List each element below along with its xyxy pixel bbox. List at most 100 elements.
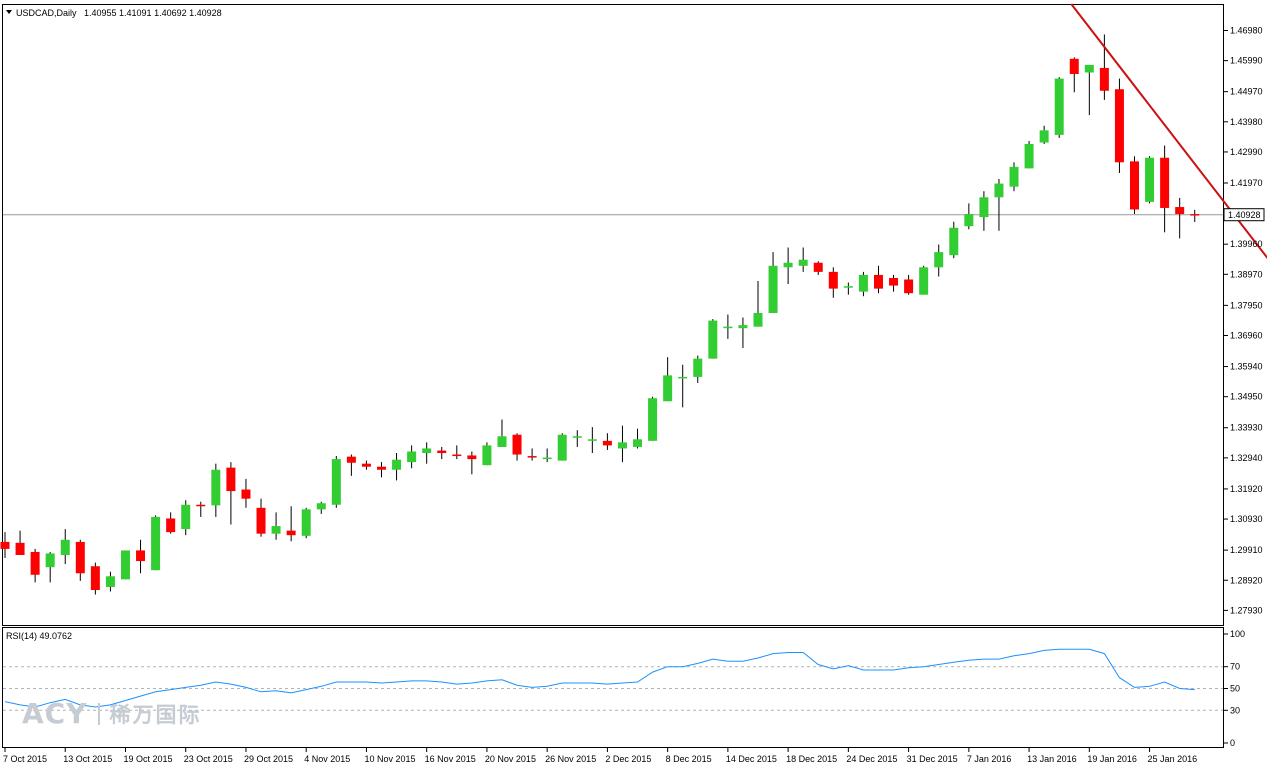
candle xyxy=(271,512,281,540)
candle xyxy=(90,562,100,595)
candle-body xyxy=(226,467,236,492)
candle-body xyxy=(1190,214,1200,216)
candle-body xyxy=(196,504,206,507)
price-tick-label: 1.31920 xyxy=(1230,484,1263,494)
candle-body xyxy=(617,442,627,449)
candle xyxy=(0,532,10,559)
candle xyxy=(934,244,944,277)
time-tick-label: 23 Oct 2015 xyxy=(184,754,233,764)
candle-body xyxy=(30,551,40,575)
candle-body xyxy=(813,262,823,272)
price-tick-label: 1.44970 xyxy=(1230,87,1263,97)
candle xyxy=(693,355,703,383)
price-tick-label: 1.27930 xyxy=(1230,605,1263,615)
candle-body xyxy=(467,455,477,460)
ohlc-readout: 1.40955 1.41091 1.40692 1.40928 xyxy=(84,8,222,18)
candle xyxy=(497,419,507,447)
time-tick-label: 8 Dec 2015 xyxy=(666,754,712,764)
rsi-panel-frame xyxy=(2,627,1224,748)
candle-body xyxy=(482,445,492,466)
candle-body xyxy=(572,436,582,438)
candle xyxy=(60,529,70,565)
candle-body xyxy=(120,550,130,580)
candle xyxy=(587,427,597,454)
candle xyxy=(527,448,537,461)
candle xyxy=(467,451,477,475)
candle xyxy=(994,179,1004,231)
candle xyxy=(678,364,688,408)
candle xyxy=(30,548,40,583)
candle xyxy=(768,252,778,313)
candle-body xyxy=(437,450,447,454)
candle xyxy=(361,460,371,470)
candle xyxy=(873,265,883,294)
candle xyxy=(1114,78,1124,173)
time-tick-label: 13 Jan 2016 xyxy=(1027,754,1077,764)
candle xyxy=(1084,64,1094,116)
time-tick-label: 13 Oct 2015 xyxy=(63,754,112,764)
time-tick-label: 25 Jan 2016 xyxy=(1148,754,1198,764)
candle xyxy=(1024,140,1034,169)
candle-body xyxy=(422,448,432,454)
candle xyxy=(1054,77,1064,138)
candle-body xyxy=(90,566,100,590)
candle xyxy=(331,456,341,508)
trend-line xyxy=(1070,3,1267,260)
time-tick-label: 10 Nov 2015 xyxy=(364,754,415,764)
candle xyxy=(617,425,627,463)
candle-body xyxy=(181,504,191,530)
rsi-tick-label: 30 xyxy=(1230,705,1240,715)
candle-body xyxy=(1099,67,1109,91)
candle-body xyxy=(678,376,688,379)
candle xyxy=(828,267,838,298)
candle xyxy=(45,551,55,583)
price-tick-label: 1.34950 xyxy=(1230,392,1263,402)
candle xyxy=(663,357,673,402)
candle-body xyxy=(60,539,70,555)
candle-body xyxy=(1160,157,1170,208)
triangle-down-icon[interactable] xyxy=(6,10,12,14)
candle-body xyxy=(753,312,763,327)
candle xyxy=(166,512,176,534)
price-tick-label: 1.30930 xyxy=(1230,514,1263,524)
candle-body xyxy=(1054,78,1064,135)
candle xyxy=(15,530,25,555)
candle-body xyxy=(1009,166,1019,187)
main-panel-frame xyxy=(2,4,1224,626)
candle-body xyxy=(75,541,85,574)
candle xyxy=(512,433,522,461)
candle xyxy=(708,319,718,359)
price-tick-label: 1.35940 xyxy=(1230,362,1263,372)
candle-body xyxy=(693,358,703,377)
candle xyxy=(843,282,853,295)
candle-body xyxy=(723,326,733,329)
price-tick-label: 1.43980 xyxy=(1230,117,1263,127)
candle-body xyxy=(512,434,522,455)
price-tick-label: 1.41970 xyxy=(1230,178,1263,188)
candle xyxy=(753,281,763,327)
candle xyxy=(151,515,161,571)
chart-symbol-label: USDCAD,Daily xyxy=(16,8,77,18)
candle-body xyxy=(949,227,959,256)
candle xyxy=(316,501,326,514)
candle xyxy=(136,539,146,574)
candle-body xyxy=(1145,157,1155,202)
candle xyxy=(904,274,914,295)
candle-body xyxy=(316,503,326,510)
time-tick-label: 24 Dec 2015 xyxy=(846,754,897,764)
candle-body xyxy=(738,325,748,329)
rsi-label: RSI(14) 49.0762 xyxy=(6,631,72,641)
candle xyxy=(75,539,85,581)
candle xyxy=(1009,162,1019,192)
candle-body xyxy=(663,375,673,402)
price-tick-label: 1.37950 xyxy=(1230,300,1263,310)
candle-body xyxy=(708,320,718,359)
candle xyxy=(1069,57,1079,93)
price-tick-label: 1.46980 xyxy=(1230,25,1263,35)
candle xyxy=(211,463,221,517)
candle xyxy=(557,433,567,461)
candle xyxy=(1190,209,1200,222)
rsi-tick-label: 50 xyxy=(1230,684,1240,694)
candle-body xyxy=(557,434,567,461)
